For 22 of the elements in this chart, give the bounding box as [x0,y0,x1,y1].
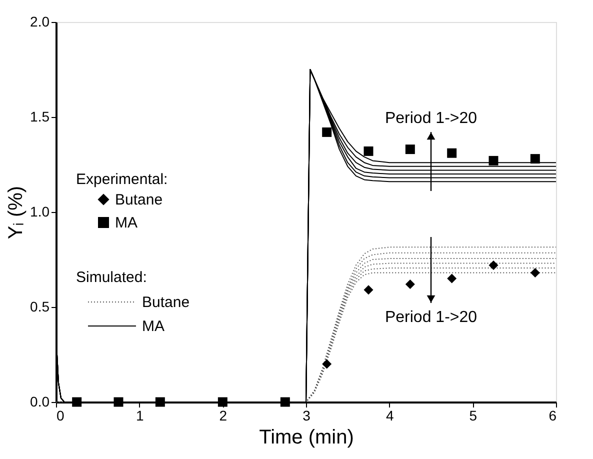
legend-title: Experimental: [76,171,168,188]
x-tick-label: 3 [302,408,311,424]
y-tick-label: 1.0 [30,204,50,220]
y-tick-label: 1.5 [30,108,50,124]
y-tick-label: 0.5 [30,298,50,314]
annotation: Period 1->20 [384,309,478,326]
x-tick-label: 4 [386,408,394,424]
x-axis-title: Time (min) [259,426,354,448]
legend-label: MA [115,214,138,232]
x-tick-label: 2 [219,408,228,424]
legend-label: Butane [142,294,190,311]
x-tick-label: 1 [136,408,144,424]
x-tick-label: 0 [56,408,64,424]
legend-label: Butane [115,192,163,208]
x-tick-label: 6 [548,408,557,424]
x-tick-label: 5 [469,408,478,424]
y-tick-label: 0.0 [30,394,50,410]
annotation: Simulated: [76,269,147,286]
y-axis-title: Yᵢ (%) [5,186,28,240]
y-tick-label: 2.0 [30,14,50,30]
annotation: Period 1->20 [384,110,478,127]
legend-label: MA [142,318,164,335]
